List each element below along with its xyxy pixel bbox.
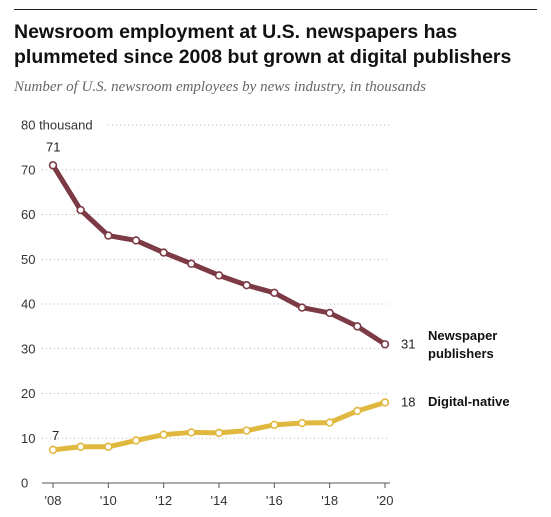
end-value-label: 31 (401, 336, 415, 351)
series-name-label: publishers (428, 346, 494, 361)
data-point (104, 231, 113, 240)
data-point (214, 428, 224, 438)
data-point (76, 442, 85, 451)
data-point (76, 205, 85, 215)
data-point (297, 303, 307, 312)
data-point (187, 428, 196, 437)
data-point (325, 308, 334, 318)
data-point (131, 436, 141, 445)
data-point (242, 281, 251, 290)
data-point (242, 426, 251, 435)
chart-title: Newsroom employment at U.S. newspapers h… (14, 21, 512, 68)
x-tick-label: '16 (266, 493, 283, 508)
series-name-label: Newspaper (428, 328, 497, 343)
data-point (353, 322, 362, 331)
x-tick-label: '20 (377, 493, 394, 508)
x-tick-label: '18 (321, 493, 338, 508)
series-name-label: Digital-native (428, 394, 510, 409)
series-line (50, 399, 388, 453)
data-point (270, 420, 279, 430)
data-point (380, 398, 390, 407)
y-tick-label: 60 (21, 207, 35, 222)
end-value-label: 18 (401, 394, 415, 409)
start-value-label: 7 (52, 428, 59, 443)
data-point (48, 161, 58, 170)
data-point (48, 445, 58, 455)
data-point (187, 259, 196, 268)
data-point (214, 271, 224, 280)
data-point (131, 236, 141, 245)
start-value-label: 71 (46, 139, 60, 154)
data-point (270, 288, 279, 298)
data-point (353, 406, 362, 416)
data-point (159, 430, 168, 439)
y-tick-label: 80 thousand (21, 118, 93, 133)
y-tick-label: 10 (21, 431, 35, 446)
chart-subtitle: Number of U.S. newsroom employees by new… (14, 79, 426, 95)
top-rule (14, 9, 537, 10)
y-tick-label: 0 (21, 476, 28, 491)
x-tick-label: '10 (100, 493, 117, 508)
data-point (380, 340, 390, 349)
x-tick-label: '12 (155, 493, 172, 508)
data-point (325, 418, 334, 427)
y-tick-label: 30 (21, 341, 35, 356)
y-tick-label: 20 (21, 386, 35, 401)
x-tick-label: '08 (45, 493, 62, 508)
data-point (159, 248, 168, 257)
data-point (104, 442, 113, 451)
data-point (297, 418, 307, 428)
y-tick-label: 50 (21, 252, 35, 267)
y-tick-label: 40 (21, 297, 35, 312)
series-line (50, 162, 388, 347)
x-tick-label: '14 (211, 493, 228, 508)
y-tick-label: 70 (21, 162, 35, 177)
